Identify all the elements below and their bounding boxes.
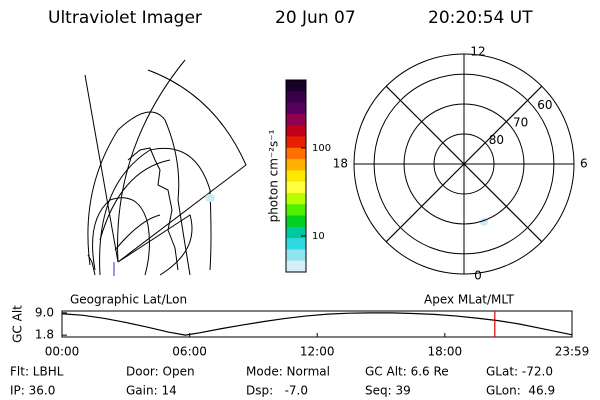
color-step bbox=[286, 192, 306, 205]
coastline bbox=[127, 147, 179, 271]
date: 20 Jun 07 bbox=[275, 8, 356, 28]
color-step bbox=[286, 113, 306, 126]
colorbar-tick-label: 10 bbox=[312, 231, 325, 242]
color-step bbox=[286, 226, 306, 239]
status-field: Seq: 39 bbox=[365, 384, 411, 398]
color-step bbox=[286, 260, 306, 273]
altitude-line bbox=[61, 312, 573, 336]
map-grid bbox=[117, 59, 186, 263]
color-step bbox=[286, 80, 306, 92]
status-field: Flt: LBHL bbox=[10, 365, 64, 379]
color-step bbox=[286, 249, 306, 262]
map-grid bbox=[84, 74, 119, 263]
coastline bbox=[87, 254, 96, 276]
title: Ultraviolet Imager bbox=[48, 8, 202, 28]
color-step bbox=[286, 147, 306, 160]
polar-theta-label: 18 bbox=[333, 157, 348, 171]
color-step bbox=[286, 215, 306, 228]
colorbar-label: photon cm⁻²s⁻¹ bbox=[267, 129, 281, 222]
colorbar: photon cm⁻²s⁻¹ bbox=[267, 129, 281, 222]
aurora-patch bbox=[205, 194, 215, 202]
apex-label: Apex MLat/MLT bbox=[424, 293, 514, 307]
polar-ring-label: 70 bbox=[513, 115, 528, 129]
color-step bbox=[286, 91, 306, 104]
map-grid bbox=[87, 111, 191, 276]
colorbar-frame bbox=[285, 79, 307, 273]
x-tick-label: 00:00 bbox=[45, 345, 80, 359]
color-step bbox=[286, 238, 306, 250]
x-tick-label: 18:00 bbox=[428, 345, 463, 359]
map-grid bbox=[99, 159, 171, 251]
color-step bbox=[286, 125, 306, 137]
polar-theta-label: 6 bbox=[580, 157, 588, 171]
color-step bbox=[286, 102, 306, 115]
polar-theta-label: 12 bbox=[470, 45, 485, 59]
status-field: Dsp: -7.0 bbox=[246, 384, 308, 398]
color-step bbox=[286, 170, 306, 183]
color-step bbox=[286, 159, 306, 171]
status-field: IP: 36.0 bbox=[10, 384, 55, 398]
colorbar-tick-label: 100 bbox=[312, 143, 331, 154]
color-step bbox=[286, 204, 306, 217]
polar-ring-label: 80 bbox=[489, 133, 504, 147]
color-step bbox=[286, 136, 306, 149]
polar-theta-label: 0 bbox=[474, 269, 482, 283]
status-field: GLon: 46.9 bbox=[486, 384, 555, 398]
geographic-map bbox=[84, 59, 247, 276]
y-tick-label: 1.8 bbox=[35, 328, 54, 342]
y-axis-label: GC Alt bbox=[11, 305, 25, 343]
time: 20:20:54 UT bbox=[428, 8, 533, 28]
x-tick-label: 12:00 bbox=[300, 345, 335, 359]
x-tick-label: 06:00 bbox=[172, 345, 207, 359]
status-field: GC Alt: 6.6 Re bbox=[365, 365, 449, 379]
y-tick-label: 9.0 bbox=[35, 305, 54, 319]
polar-ring-label: 60 bbox=[537, 98, 552, 112]
map-grid bbox=[99, 147, 212, 276]
color-step bbox=[286, 181, 306, 194]
geo-label: Geographic Lat/Lon bbox=[70, 293, 187, 307]
status-field: Door: Open bbox=[126, 365, 195, 379]
map-grid bbox=[92, 197, 150, 276]
status-field: Gain: 14 bbox=[126, 384, 177, 398]
status-field: Mode: Normal bbox=[246, 365, 330, 379]
x-tick-label: 23:59 bbox=[555, 345, 590, 359]
map-grid bbox=[117, 69, 247, 263]
status-field: GLat: -72.0 bbox=[486, 365, 553, 379]
map-grid bbox=[117, 214, 193, 276]
